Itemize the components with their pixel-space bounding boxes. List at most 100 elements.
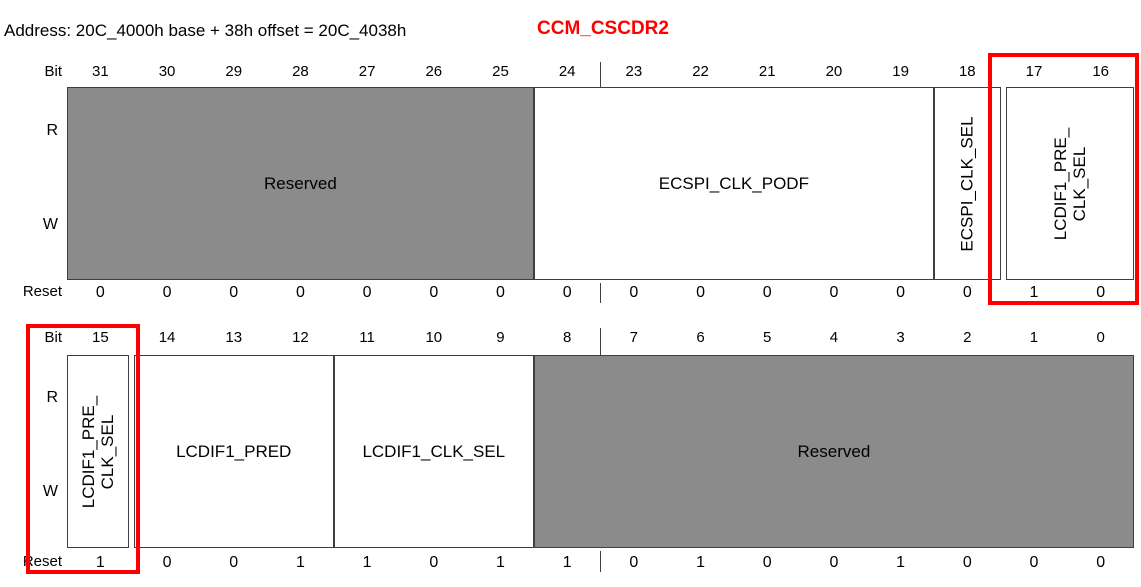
bit-number: 20 bbox=[825, 63, 843, 80]
reset-value: 1 bbox=[362, 554, 372, 571]
reset-value: 0 bbox=[762, 554, 772, 571]
write-row-label-low: W bbox=[42, 483, 58, 500]
reset-row-label-high: Reset bbox=[22, 283, 62, 300]
bit-number: 4 bbox=[829, 329, 839, 346]
bit-number: 15 bbox=[92, 329, 109, 346]
field-reserved-low: Reserved bbox=[533, 355, 1134, 548]
reset-value: 0 bbox=[829, 284, 839, 301]
bit-number-row-high: 31 30 29 28 27 26 25 24 23 22 21 20 19 18 17 16 bbox=[67, 61, 1134, 85]
bit-number: 29 bbox=[225, 63, 243, 80]
bit-number: 14 bbox=[158, 329, 176, 346]
reset-value: 0 bbox=[429, 554, 439, 571]
reset-value: 0 bbox=[295, 284, 305, 301]
reset-value: 0 bbox=[362, 284, 372, 301]
address-line: Address: 20C_4000h base + 38h offset = 2… bbox=[4, 21, 407, 40]
bit-number: 23 bbox=[625, 63, 643, 80]
field-label: LCDIF1_CLK_SEL bbox=[362, 441, 506, 461]
reset-value: 0 bbox=[95, 284, 105, 301]
register-box-high: Reserved ECSPI_CLK_PODF ECSPI_CLK_SEL LCDIF… bbox=[67, 87, 1134, 280]
bit-number: 7 bbox=[629, 329, 639, 346]
byte-boundary-tick bbox=[600, 283, 601, 303]
bit-number: 18 bbox=[958, 63, 976, 80]
field-reserved-high: Reserved bbox=[67, 87, 534, 280]
bit-number: 8 bbox=[562, 329, 572, 346]
bit-number: 22 bbox=[692, 63, 709, 80]
reset-value: 1 bbox=[1029, 284, 1039, 301]
bit-number: 24 bbox=[558, 63, 576, 80]
bit-number: 25 bbox=[492, 63, 509, 80]
reset-value: 1 bbox=[496, 554, 505, 571]
bit-row-label-high: Bit bbox=[44, 63, 62, 80]
reset-value: 1 bbox=[696, 554, 705, 571]
field-label: Reserved bbox=[264, 173, 337, 193]
highlight-lcdif1-pre-clk-sel-low-bit bbox=[26, 324, 140, 574]
reset-row-high: 0 0 0 0 0 0 0 0 0 0 0 0 0 0 1 0 bbox=[67, 282, 1134, 304]
bit-number: 3 bbox=[896, 329, 905, 346]
reset-value: 0 bbox=[962, 554, 972, 571]
reset-value: 0 bbox=[162, 554, 172, 571]
reset-row-label-low: Reset bbox=[22, 553, 62, 570]
bit-number: 31 bbox=[92, 63, 109, 80]
highlight-lcdif1-pre-clk-sel-high-bits bbox=[988, 53, 1139, 305]
bit-number: 12 bbox=[292, 329, 309, 346]
bit-number: 0 bbox=[1096, 329, 1105, 346]
field-label: ECSPI_CLK_SEL bbox=[957, 115, 977, 252]
bit-row-label-low: Bit bbox=[44, 329, 62, 346]
reset-value: 1 bbox=[562, 554, 572, 571]
bit-number: 21 bbox=[758, 63, 776, 80]
reset-value: 0 bbox=[629, 554, 639, 571]
reset-value: 0 bbox=[496, 284, 505, 301]
field-lcdif1-pred: LCDIF1_PRED bbox=[133, 355, 334, 548]
byte-boundary-tick bbox=[600, 62, 601, 87]
field-label: LCDIF1_PRED bbox=[176, 441, 292, 461]
reset-value: 0 bbox=[962, 284, 972, 301]
write-row-label-high: W bbox=[42, 216, 58, 233]
byte-boundary-tick bbox=[600, 551, 601, 572]
reset-value: 0 bbox=[762, 284, 772, 301]
bit-number: 28 bbox=[292, 63, 309, 80]
reset-row-low: 1 0 0 1 1 0 1 1 0 1 0 0 1 0 0 0 bbox=[67, 552, 1134, 574]
register-name: CCM_CSCDR2 bbox=[537, 18, 669, 39]
reset-value: 0 bbox=[829, 554, 839, 571]
reset-value: 0 bbox=[229, 554, 239, 571]
read-row-label-high: R bbox=[46, 122, 58, 139]
bit-number: 27 bbox=[358, 63, 376, 80]
bit-number: 2 bbox=[963, 329, 972, 346]
register-box-low: LCDIF1_PRE_ CLK_SEL LCDIF1_PRED LCDIF1_CLK… bbox=[67, 355, 1134, 548]
reset-value: 1 bbox=[295, 554, 305, 571]
bit-number: 9 bbox=[496, 329, 505, 346]
reset-value: 0 bbox=[1096, 284, 1106, 301]
field-label: Reserved bbox=[797, 441, 871, 461]
reset-value: 0 bbox=[229, 284, 239, 301]
reset-value: 0 bbox=[1096, 554, 1106, 571]
field-ecspi-clk-podf: ECSPI_CLK_PODF bbox=[533, 87, 934, 280]
byte-boundary-tick bbox=[600, 328, 601, 355]
reset-value: 0 bbox=[562, 284, 572, 301]
bit-number: 5 bbox=[763, 329, 772, 346]
reset-value: 0 bbox=[162, 284, 172, 301]
bit-number: 17 bbox=[1025, 63, 1043, 80]
bit-number: 6 bbox=[696, 329, 705, 346]
reset-value: 0 bbox=[429, 284, 439, 301]
bit-number: 16 bbox=[1092, 63, 1109, 80]
field-lcdif1-pre-clk-sel-high: LCDIF1_PRE_ CLK_SEL bbox=[1005, 87, 1134, 280]
reset-value: 1 bbox=[95, 554, 105, 571]
bit-number: 19 bbox=[892, 63, 909, 80]
bit-number: 26 bbox=[425, 63, 443, 80]
field-lcdif1-pre-clk-sel-low: LCDIF1_PRE_ CLK_SEL bbox=[67, 355, 129, 548]
reset-value: 0 bbox=[629, 284, 639, 301]
read-row-label-low: R bbox=[46, 389, 58, 406]
field-label: ECSPI_CLK_PODF bbox=[658, 173, 809, 193]
reset-value: 0 bbox=[896, 284, 906, 301]
bit-number: 13 bbox=[225, 329, 243, 346]
reset-value: 0 bbox=[696, 284, 705, 301]
field-lcdif1-clk-sel: LCDIF1_CLK_SEL bbox=[333, 355, 534, 548]
reset-value: 0 bbox=[1029, 554, 1039, 571]
bit-number: 1 bbox=[1029, 329, 1039, 346]
bit-number: 11 bbox=[359, 329, 375, 346]
bit-number: 10 bbox=[425, 329, 443, 346]
bit-number-row-low: 15 14 13 12 11 10 9 8 7 6 5 4 3 2 1 0 bbox=[67, 327, 1134, 351]
reset-value: 1 bbox=[896, 554, 906, 571]
bit-number: 30 bbox=[158, 63, 176, 80]
